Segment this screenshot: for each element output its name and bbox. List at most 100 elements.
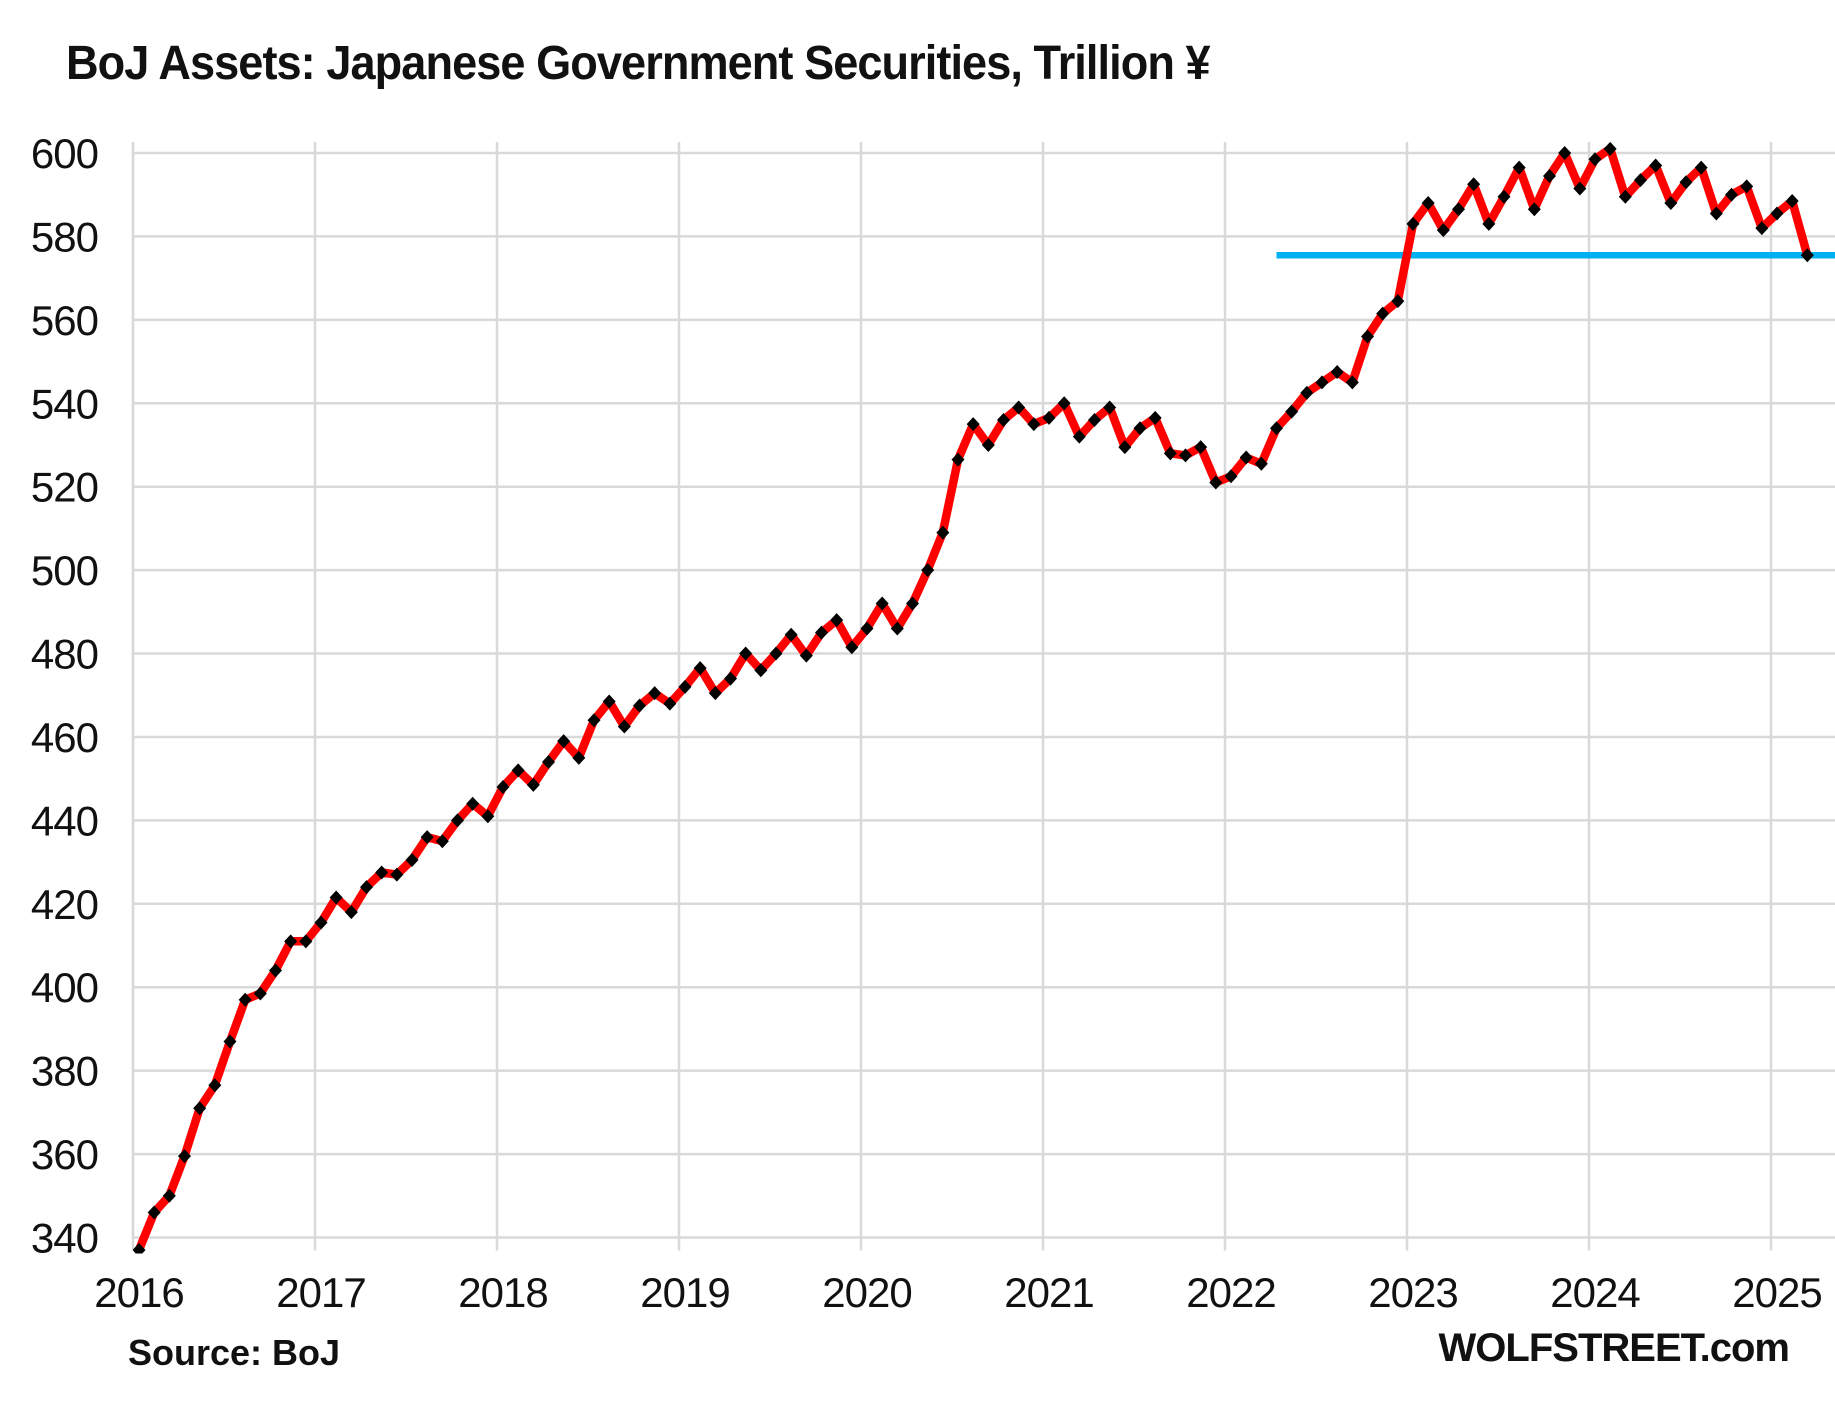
x-axis-tick-label: 2022	[1186, 1269, 1275, 1316]
data-point-marker	[1391, 294, 1405, 309]
data-point-marker	[1709, 206, 1723, 221]
x-axis-tick-label: 2016	[94, 1269, 183, 1316]
data-point-marker	[1467, 177, 1481, 192]
y-axis-tick-label: 340	[31, 1215, 98, 1262]
data-point-marker	[1618, 189, 1632, 204]
data-point-marker	[542, 754, 555, 769]
data-point-marker	[1573, 181, 1587, 196]
data-point-marker	[1755, 221, 1769, 236]
data-point-marker	[451, 813, 464, 828]
data-point-marker	[375, 865, 389, 880]
y-axis-tick-label: 540	[31, 380, 98, 427]
data-point-marker	[1634, 173, 1647, 188]
data-point-marker	[981, 437, 995, 452]
data-point-marker	[633, 698, 646, 713]
data-point-marker	[1421, 196, 1435, 211]
y-axis-tick-label: 580	[31, 213, 98, 260]
data-point-marker	[223, 1034, 237, 1049]
data-point-marker	[617, 719, 631, 734]
y-axis-tick-label: 500	[31, 547, 98, 594]
data-point-marker	[1482, 216, 1496, 231]
data-point-marker	[284, 934, 298, 949]
x-axis-tick-label: 2024	[1550, 1269, 1640, 1316]
data-point-marker	[754, 663, 768, 678]
x-axis-tick-label: 2021	[1004, 1269, 1093, 1316]
data-point-marker	[1527, 202, 1541, 217]
y-axis-tick-label: 400	[31, 964, 98, 1011]
data-point-marker	[1057, 396, 1071, 411]
data-point-marker	[344, 905, 358, 920]
data-point-marker	[1679, 175, 1693, 190]
x-axis-tick-label: 2019	[640, 1269, 729, 1316]
data-point-marker	[784, 627, 798, 642]
data-point-marker	[890, 621, 904, 636]
data-point-marker	[1209, 475, 1223, 490]
data-point-marker	[1179, 448, 1192, 463]
x-axis-tick-label: 2018	[458, 1269, 547, 1316]
data-point-marker	[162, 1188, 176, 1203]
data-point-marker	[1452, 202, 1465, 217]
data-point-marker	[314, 915, 328, 930]
data-point-marker	[997, 412, 1010, 427]
data-point-marker	[481, 809, 495, 824]
data-point-marker	[921, 563, 935, 578]
data-point-marker	[1800, 248, 1814, 263]
data-point-marker	[435, 834, 449, 849]
data-point-marker	[815, 625, 828, 640]
y-axis-tick-label: 380	[31, 1048, 98, 1095]
data-point-marker	[1664, 196, 1678, 211]
series-line	[134, 144, 1812, 1254]
data-point-marker	[1588, 152, 1602, 167]
data-point-marker	[1785, 193, 1799, 208]
data-point-marker	[845, 640, 859, 655]
data-point-marker	[1012, 400, 1026, 415]
y-axis-tick-label: 440	[31, 797, 98, 844]
data-point-marker	[557, 734, 571, 749]
data-point-marker	[602, 694, 616, 709]
data-point-marker	[708, 686, 722, 701]
data-point-marker	[1239, 450, 1253, 465]
data-point-marker	[238, 992, 252, 1007]
branding: WOLFSTREET.com	[1438, 1326, 1790, 1370]
data-point-marker	[1027, 417, 1041, 432]
data-point-marker	[1436, 223, 1450, 238]
x-axis-tick-label: 2023	[1368, 1269, 1457, 1316]
data-point-marker	[1740, 179, 1754, 194]
data-point-marker	[208, 1078, 222, 1093]
x-axis-tick-label: 2020	[822, 1269, 911, 1316]
data-point-marker	[1088, 412, 1101, 427]
data-point-marker	[405, 853, 419, 868]
data-point-marker	[830, 613, 844, 628]
data-point-marker	[147, 1205, 161, 1220]
data-point-marker	[299, 934, 313, 949]
data-point-marker	[1558, 146, 1572, 160]
data-point-marker	[1512, 160, 1526, 175]
data-point-marker	[875, 596, 889, 611]
data-point-marker	[1694, 160, 1708, 175]
data-point-marker	[1376, 306, 1390, 321]
data-point-marker	[329, 890, 343, 905]
data-point-marker	[1330, 364, 1344, 379]
data-point-marker	[572, 750, 586, 765]
data-point-marker	[390, 867, 404, 882]
data-point-marker	[1361, 329, 1374, 344]
y-axis-tick-label: 360	[31, 1131, 98, 1178]
data-point-marker	[1315, 375, 1329, 390]
data-point-marker	[1163, 446, 1177, 461]
data-point-marker	[1072, 429, 1086, 444]
chart-title: BoJ Assets: Japanese Government Securiti…	[66, 37, 1211, 90]
data-point-marker	[906, 596, 919, 611]
data-point-marker	[678, 679, 692, 694]
data-point-marker	[253, 986, 267, 1001]
data-point-marker	[1285, 404, 1299, 419]
data-point-marker	[1042, 410, 1056, 425]
data-point-marker	[1270, 421, 1283, 436]
data-point-marker	[769, 646, 783, 661]
data-point-marker	[951, 452, 965, 467]
data-point-marker	[360, 880, 373, 895]
data-point-marker	[663, 696, 677, 711]
data-point-marker	[496, 780, 510, 795]
data-point-marker	[1194, 440, 1208, 455]
